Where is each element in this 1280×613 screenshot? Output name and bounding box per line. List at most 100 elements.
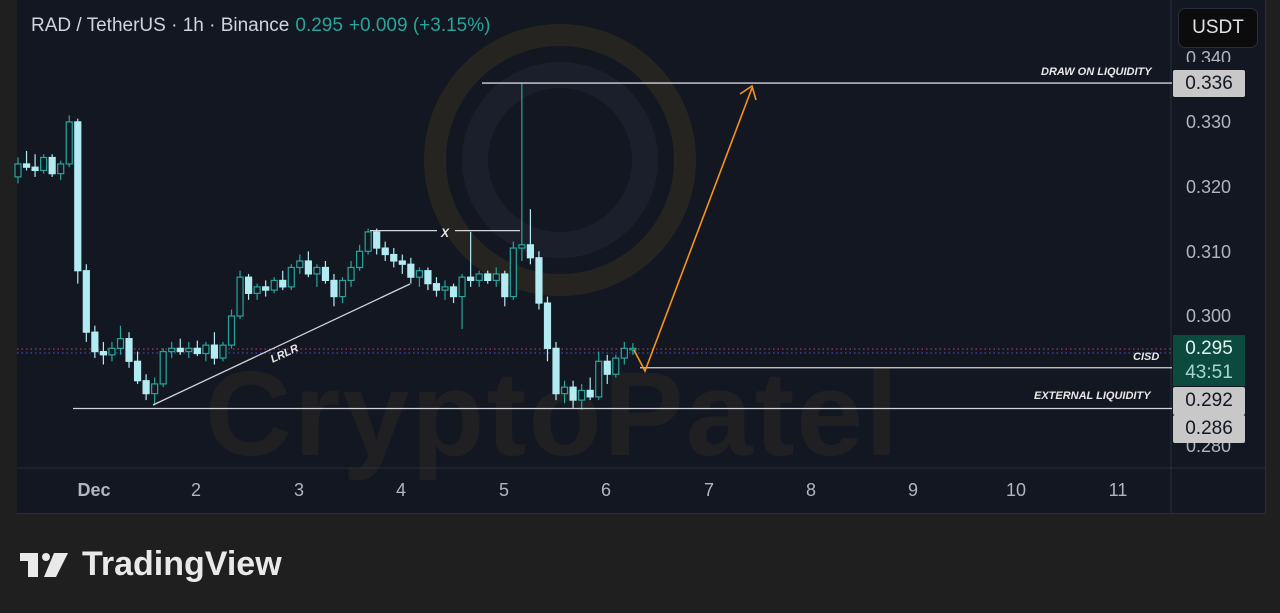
chart-panel[interactable] (17, 0, 1266, 514)
candle-body (168, 347, 176, 353)
candle-body (253, 286, 261, 294)
candle-body (321, 266, 330, 282)
tradingview-logo: TradingView (20, 545, 282, 584)
candle-body (133, 360, 142, 382)
candle-body (244, 276, 253, 294)
x-mark-label: X (441, 226, 450, 240)
brand-name: TradingView (82, 545, 282, 583)
candle-body (398, 260, 406, 265)
symbol-header: RAD / TetherUS · 1h · Binance 0.295 +0.009… (31, 15, 490, 37)
candle-body (236, 276, 244, 317)
watermark-logo (424, 24, 696, 296)
candle-body (31, 166, 39, 172)
time-tick: 8 (805, 480, 817, 500)
candle-body (373, 231, 381, 249)
candle-body (586, 389, 594, 398)
candle-body (526, 244, 535, 259)
candle-body (629, 347, 637, 351)
external-liquidity-price-label: 0.286 (1173, 415, 1245, 443)
candle-body (219, 344, 227, 359)
symbol-info: RAD / TetherUS · 1h · Binance (31, 15, 290, 36)
candle-body (595, 360, 603, 398)
candle-body (449, 286, 458, 298)
candle-body (552, 347, 560, 395)
candle-body (560, 386, 569, 395)
tradingview-icon (20, 552, 68, 577)
time-tick: 11 (1108, 480, 1128, 500)
candle-body (227, 315, 236, 346)
time-tick: Dec (77, 480, 111, 500)
watermark: CryptoPatel (205, 347, 901, 481)
cisd-price-label: 0.292 (1173, 387, 1245, 415)
candle-body (313, 266, 321, 275)
candle-body (99, 350, 108, 356)
candle-body (518, 244, 526, 249)
candle-body (330, 279, 338, 298)
draw-on-liquidity-price-label: 0.336 (1173, 70, 1245, 97)
candle-body (279, 279, 287, 288)
external-liquidity-label: EXTERNAL LIQUIDITY (1034, 390, 1151, 402)
candle-body (151, 383, 159, 395)
candle-body (603, 360, 611, 375)
candle-body (210, 344, 219, 359)
candle-body (432, 283, 441, 291)
candle-body (535, 257, 543, 304)
time-tick: 5 (498, 480, 510, 500)
candle-body (176, 347, 184, 353)
candle-body (108, 347, 116, 356)
candle-countdown: 43:51 (1185, 362, 1233, 383)
candle-body (501, 273, 509, 298)
candle-body (159, 350, 167, 385)
current-price-label: 0.295 43:51 (1173, 335, 1245, 386)
time-tick: 2 (190, 480, 202, 500)
current-price: 0.295 (1185, 338, 1233, 359)
candle-body (14, 163, 22, 178)
candle-body (415, 270, 423, 278)
draw-on-liquidity-label: DRAW ON LIQUIDITY (1041, 66, 1152, 78)
candle-body (424, 270, 432, 285)
time-tick: 7 (703, 480, 715, 500)
candle-body (287, 266, 295, 288)
time-tick: 6 (600, 480, 612, 500)
cisd-label: CISD (1133, 351, 1160, 363)
candle-body (475, 273, 483, 282)
currency-button[interactable]: USDT (1178, 8, 1258, 48)
time-tick: 4 (395, 480, 407, 500)
candle-body (296, 260, 304, 269)
candle-body (347, 266, 355, 282)
candle-body (48, 156, 56, 175)
candle-body (125, 338, 133, 362)
candle-body (91, 331, 99, 353)
time-tick: 10 (1005, 480, 1027, 500)
candle-body (484, 273, 492, 282)
projection-arrow[interactable] (633, 87, 753, 373)
candle-body (22, 163, 31, 168)
candle-body (270, 279, 278, 291)
candle-body (304, 260, 312, 275)
candle-body (492, 273, 500, 282)
candles (14, 83, 637, 410)
candle-body (142, 380, 150, 395)
price-change: +0.009 (+3.15%) (348, 15, 491, 36)
candle-body (620, 347, 628, 359)
time-tick: 9 (907, 480, 919, 500)
candle-body (578, 389, 586, 401)
candle-body (441, 286, 449, 291)
candle-body (193, 347, 201, 355)
candle-body (612, 357, 620, 375)
price-tick: 0.300 (1186, 306, 1232, 326)
candle-body (467, 276, 475, 282)
candle-body (543, 302, 552, 349)
candle-body (390, 253, 398, 262)
candle-body (569, 386, 577, 401)
candle-body (381, 247, 389, 256)
price-tick: 0.310 (1186, 242, 1232, 262)
candle-body (338, 279, 347, 298)
candle-body (202, 344, 210, 355)
lrlr-trendline[interactable] (152, 283, 411, 406)
candle-body (262, 286, 270, 291)
time-tick: 3 (293, 480, 305, 500)
candle-body (65, 121, 73, 165)
candle-body (57, 163, 65, 175)
